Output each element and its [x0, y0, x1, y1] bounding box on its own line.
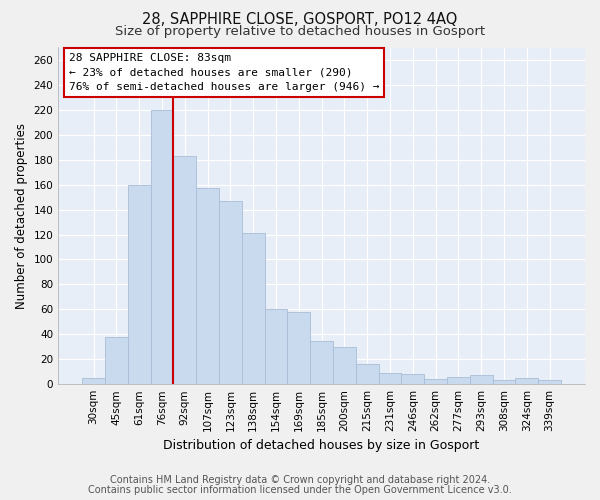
Bar	[424, 379, 447, 384]
Bar	[538, 380, 561, 384]
Text: Size of property relative to detached houses in Gosport: Size of property relative to detached ho…	[115, 25, 485, 38]
Bar	[447, 376, 470, 384]
Bar	[196, 188, 219, 384]
Bar	[173, 156, 196, 384]
Bar	[493, 380, 515, 384]
Bar	[219, 201, 242, 384]
Bar	[82, 378, 105, 384]
Bar	[242, 234, 265, 384]
Bar	[287, 312, 310, 384]
Bar	[356, 364, 379, 384]
Bar	[470, 376, 493, 384]
Bar	[151, 110, 173, 384]
Bar	[105, 337, 128, 384]
Text: Contains public sector information licensed under the Open Government Licence v3: Contains public sector information licen…	[88, 485, 512, 495]
Bar	[265, 310, 287, 384]
Bar	[515, 378, 538, 384]
X-axis label: Distribution of detached houses by size in Gosport: Distribution of detached houses by size …	[163, 440, 480, 452]
Bar	[310, 340, 333, 384]
Bar	[379, 373, 401, 384]
Bar	[401, 374, 424, 384]
Y-axis label: Number of detached properties: Number of detached properties	[15, 123, 28, 309]
Text: 28, SAPPHIRE CLOSE, GOSPORT, PO12 4AQ: 28, SAPPHIRE CLOSE, GOSPORT, PO12 4AQ	[142, 12, 458, 28]
Text: 28 SAPPHIRE CLOSE: 83sqm
← 23% of detached houses are smaller (290)
76% of semi-: 28 SAPPHIRE CLOSE: 83sqm ← 23% of detach…	[69, 52, 379, 92]
Bar	[128, 184, 151, 384]
Text: Contains HM Land Registry data © Crown copyright and database right 2024.: Contains HM Land Registry data © Crown c…	[110, 475, 490, 485]
Bar	[333, 347, 356, 384]
